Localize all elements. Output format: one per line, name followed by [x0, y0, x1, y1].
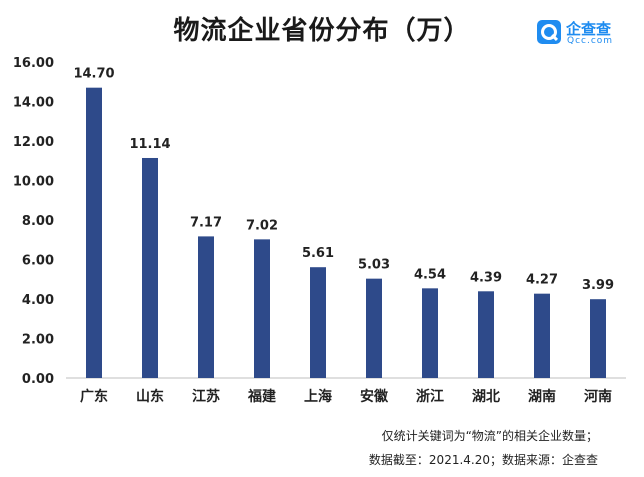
x-axis-ticks: 广东 山东 江苏 福建 上海 安徽 浙江 湖北 湖南 河南	[80, 388, 612, 405]
bar-上海	[310, 267, 326, 378]
logo-sub: Qcc.com	[567, 36, 614, 46]
bar-湖南	[534, 293, 550, 378]
data-label: 5.61	[302, 246, 334, 261]
y-tick-label: 10.00	[13, 175, 54, 190]
footnote-scope: 仅统计关键词为“物流”的相关企业数量；	[381, 429, 598, 443]
qcc-logo: 企查查 Qcc.com	[537, 18, 637, 48]
x-tick-label: 湖北	[472, 389, 500, 405]
y-tick-label: 2.00	[22, 333, 54, 348]
y-tick-label: 0.00	[22, 372, 54, 387]
data-label: 4.54	[414, 267, 446, 282]
x-tick-label: 广东	[80, 388, 108, 405]
data-labels: 14.70 11.14 7.17 7.02 5.61 5.03 4.54 4.39 4.27 3.…	[73, 67, 614, 294]
chart-title: 物流企业省份分布（万）	[173, 16, 471, 46]
data-label: 4.27	[526, 273, 558, 288]
data-label: 7.17	[190, 215, 222, 230]
footnote-source: 数据截至：2021.4.20；数据来源：企查查	[368, 453, 598, 467]
data-label: 3.99	[582, 278, 614, 293]
data-label: 11.14	[129, 137, 170, 152]
x-tick-label: 山东	[136, 388, 164, 405]
magnifier-icon	[537, 20, 561, 44]
x-tick-label: 安徽	[360, 388, 389, 405]
bar-浙江	[422, 288, 438, 378]
bar-广东	[86, 87, 102, 379]
x-tick-label: 河南	[584, 388, 612, 405]
bar-江苏	[198, 236, 214, 378]
x-tick-label: 湖南	[528, 388, 556, 405]
x-tick-label: 江苏	[192, 388, 220, 405]
bar-河南	[590, 299, 606, 378]
data-label: 7.02	[246, 218, 278, 233]
bars	[86, 87, 606, 379]
y-tick-label: 14.00	[13, 96, 54, 111]
y-tick-label: 6.00	[22, 254, 54, 269]
y-tick-label: 16.00	[13, 56, 54, 71]
y-tick-label: 12.00	[13, 135, 54, 150]
x-tick-label: 福建	[247, 388, 276, 405]
data-label: 4.39	[470, 270, 502, 285]
bar-福建	[254, 239, 270, 378]
data-label: 5.03	[358, 258, 390, 273]
bar-湖北	[478, 291, 494, 378]
data-label: 14.70	[73, 67, 114, 82]
bar-山东	[142, 157, 158, 378]
y-tick-label: 8.00	[22, 214, 54, 229]
y-axis-ticks: 0.00 2.00 4.00 6.00 8.00 10.00 12.00 14.00 16.00	[13, 56, 54, 387]
x-tick-label: 浙江	[416, 388, 444, 405]
bar-安徽	[366, 278, 382, 378]
y-tick-label: 4.00	[22, 293, 54, 308]
x-tick-label: 上海	[304, 388, 332, 405]
logo-name: 企查查	[566, 20, 612, 38]
